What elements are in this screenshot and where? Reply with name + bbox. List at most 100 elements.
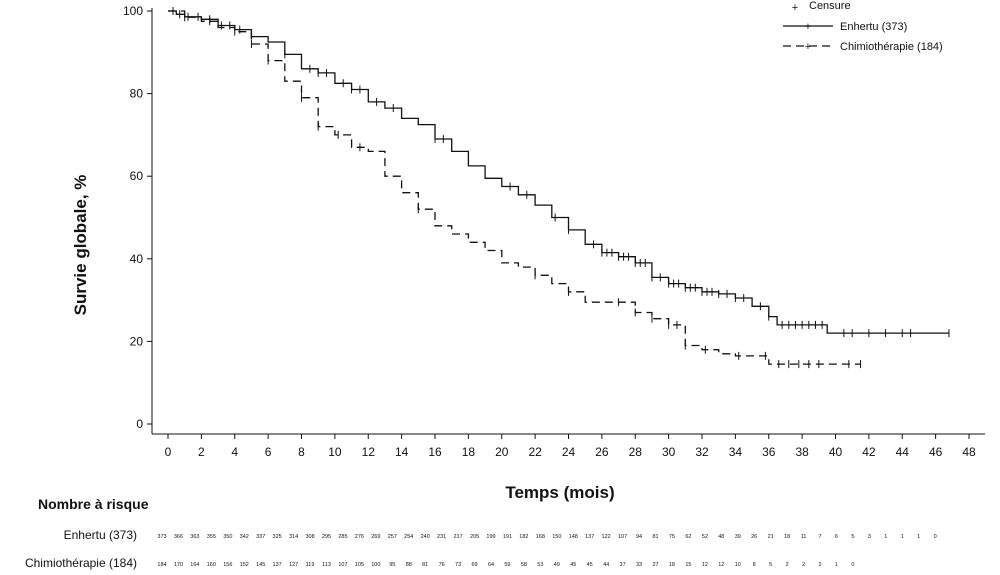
x-tick-label-48: 48 (962, 445, 976, 459)
risk-value-0-42: 5 (851, 534, 854, 540)
risk-value-1-4: 156 (223, 562, 232, 568)
x-tick-label-42: 42 (862, 445, 876, 459)
x-tick-label-26: 26 (595, 445, 609, 459)
risk-value-0-29: 94 (636, 534, 642, 540)
series-line-0 (168, 10, 949, 334)
x-tick-label-20: 20 (495, 445, 509, 459)
risk-value-0-24: 150 (552, 534, 561, 540)
risk-value-0-44: 1 (884, 534, 887, 540)
risk-value-1-18: 73 (455, 562, 461, 568)
x-tick-label-14: 14 (395, 445, 409, 459)
x-tick-label-28: 28 (629, 445, 643, 459)
risk-value-1-34: 12 (718, 562, 724, 568)
x-tick-label-2: 2 (198, 445, 205, 459)
risk-value-1-33: 12 (702, 562, 708, 568)
risk-value-0-6: 337 (256, 534, 265, 540)
risk-value-0-26: 137 (585, 534, 594, 540)
risk-value-0-32: 62 (685, 534, 691, 540)
x-tick-label-30: 30 (662, 445, 676, 459)
risk-value-0-22: 182 (519, 534, 528, 540)
risk-value-0-41: 6 (835, 534, 838, 540)
risk-value-1-1: 170 (174, 562, 183, 568)
risk-value-1-27: 44 (603, 562, 609, 568)
risk-value-1-16: 81 (422, 562, 428, 568)
risk-table-values: 373 366 363 355 350 342 337 325 314 308 295 285 276 2… (157, 534, 936, 568)
risk-value-1-35: 10 (735, 562, 741, 568)
risk-value-1-36: 8 (753, 562, 756, 568)
risk-value-0-12: 276 (355, 534, 364, 540)
x-tick-label-4: 4 (231, 445, 238, 459)
risk-value-0-39: 11 (801, 534, 807, 540)
risk-value-1-41: 1 (835, 562, 838, 568)
x-tick-label-38: 38 (795, 445, 809, 459)
risk-value-1-17: 76 (439, 562, 445, 568)
risk-value-1-6: 145 (256, 562, 265, 568)
risk-value-1-21: 59 (504, 562, 510, 568)
risk-value-1-0: 184 (157, 562, 166, 568)
series-line-1 (168, 10, 861, 365)
risk-value-0-33: 52 (702, 534, 708, 540)
x-axis-title: Temps (mois) (505, 483, 614, 502)
risk-value-1-11: 107 (338, 562, 347, 568)
x-tick-label-36: 36 (762, 445, 776, 459)
x-tick-label-0: 0 (165, 445, 172, 459)
x-tick-label-24: 24 (562, 445, 576, 459)
risk-value-0-40: 7 (818, 534, 821, 540)
x-tick-label-6: 6 (265, 445, 272, 459)
x-tick-label-32: 32 (695, 445, 709, 459)
risk-value-0-27: 122 (602, 534, 611, 540)
risk-value-0-18: 217 (454, 534, 463, 540)
risk-row-label-enhertu: Enhertu (373) (64, 528, 137, 542)
risk-value-1-13: 100 (371, 562, 380, 568)
risk-value-0-31: 75 (669, 534, 675, 540)
legend-chimio-marker: + (805, 41, 811, 53)
y-tick-label-40: 40 (130, 252, 144, 266)
risk-value-1-29: 33 (636, 562, 642, 568)
risk-value-0-16: 240 (421, 534, 430, 540)
y-tick-label-0: 0 (136, 417, 143, 431)
risk-value-0-10: 295 (322, 534, 331, 540)
risk-value-1-8: 127 (289, 562, 298, 568)
x-tick-label-10: 10 (328, 445, 342, 459)
risk-value-1-7: 137 (273, 562, 282, 568)
risk-value-1-12: 105 (355, 562, 364, 568)
x-tick-label-40: 40 (829, 445, 843, 459)
x-tick-label-44: 44 (896, 445, 910, 459)
risk-value-0-4: 350 (223, 534, 232, 540)
risk-value-0-5: 342 (240, 534, 249, 540)
risk-value-0-46: 1 (917, 534, 920, 540)
risk-value-1-31: 18 (669, 562, 675, 568)
risk-value-0-36: 26 (751, 534, 757, 540)
risk-value-1-28: 37 (620, 562, 626, 568)
legend-censor-label: Censure (809, 0, 851, 12)
legend-chimio-label: Chimiothérapie (184) (840, 41, 943, 53)
risk-value-1-24: 49 (554, 562, 560, 568)
risk-value-0-35: 39 (735, 534, 741, 540)
risk-value-0-37: 21 (768, 534, 774, 540)
risk-value-0-45: 1 (901, 534, 904, 540)
legend-enhertu-label: Enhertu (373) (840, 21, 907, 33)
risk-value-1-38: 2 (786, 562, 789, 568)
risk-table-title: Nombre à risque (38, 496, 149, 512)
risk-value-1-22: 58 (521, 562, 527, 568)
risk-value-0-30: 81 (652, 534, 658, 540)
risk-row-label-chimio: Chimiothérapie (184) (25, 556, 137, 570)
risk-value-0-34: 48 (718, 534, 724, 540)
risk-value-1-10: 113 (322, 562, 331, 568)
risk-value-1-25: 45 (570, 562, 576, 568)
x-tick-label-34: 34 (729, 445, 743, 459)
risk-value-1-2: 164 (190, 562, 199, 568)
y-tick-label-80: 80 (130, 87, 144, 101)
risk-value-1-32: 15 (685, 562, 691, 568)
y-axis-title: Survie globale, % (71, 175, 90, 316)
y-tick-label-60: 60 (130, 169, 144, 183)
risk-value-0-47: 0 (934, 534, 937, 540)
risk-value-0-38: 18 (784, 534, 790, 540)
chart-series (168, 7, 950, 369)
risk-value-1-42: 0 (851, 562, 854, 568)
y-tick-label-100: 100 (123, 4, 143, 18)
legend-enhertu-marker: + (805, 21, 811, 33)
risk-value-1-9: 119 (306, 562, 315, 568)
risk-value-1-26: 45 (587, 562, 593, 568)
risk-value-1-5: 152 (240, 562, 249, 568)
